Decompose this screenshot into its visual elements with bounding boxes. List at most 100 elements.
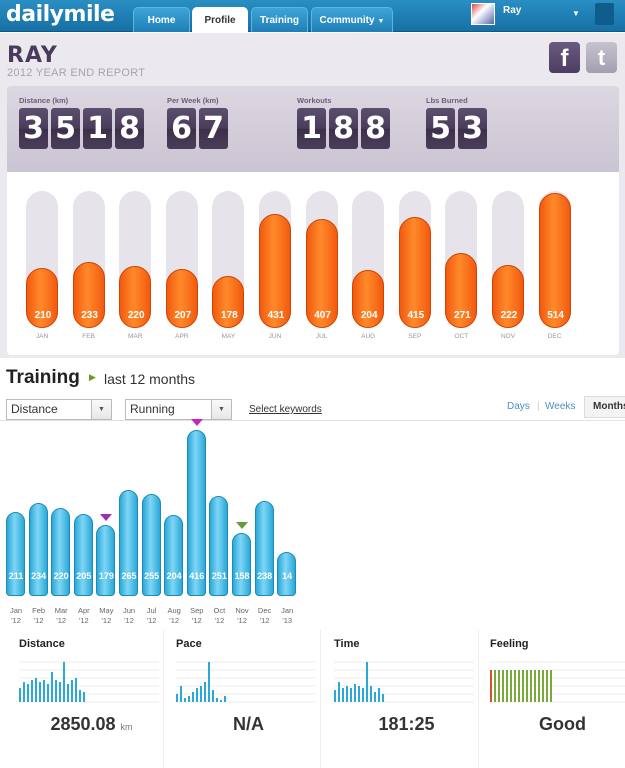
summary-card-pace[interactable]: Pace N/A [176, 630, 321, 768]
training-axis-label: Dec '12 [252, 606, 278, 626]
tab-training[interactable]: Training [251, 7, 308, 32]
training-bar-value: 416 [189, 571, 205, 581]
training-bar[interactable] [232, 532, 251, 596]
sparkline-bar [43, 680, 45, 702]
feeling-sparkline [490, 661, 625, 703]
sparkline-bar [79, 690, 81, 702]
user-name[interactable]: Ray [503, 5, 522, 16]
goal-marker-icon[interactable] [100, 513, 113, 521]
training-axis-label: Aug '12 [161, 606, 187, 626]
month-bar[interactable]: 415 [398, 217, 431, 328]
sparkline-bar [204, 682, 206, 702]
training-bar[interactable] [73, 514, 93, 596]
summary-card-time[interactable]: Time 181:25 [334, 630, 479, 768]
tab-community[interactable]: Community ▼ [311, 7, 393, 32]
training-month-label: Jul [146, 606, 157, 615]
range-months[interactable]: Months [584, 396, 625, 418]
metric-select[interactable]: Distance ▼ [6, 399, 112, 420]
range-days[interactable]: Days [507, 401, 530, 412]
chevron-down-icon: ▼ [377, 18, 385, 25]
month-label: SEP [408, 333, 422, 340]
counter-digit: 3 [19, 108, 48, 149]
training-bar-value: 265 [121, 571, 137, 581]
counter-digit: 7 [199, 108, 228, 149]
training-bar[interactable] [96, 524, 116, 596]
goal-marker-icon[interactable] [236, 521, 248, 529]
month-bar[interactable]: 178 [212, 276, 245, 328]
month-bar-value: 233 [81, 310, 98, 321]
month-track: 178 [212, 191, 245, 328]
tab-home-label: Home [147, 15, 176, 26]
select-keywords-link[interactable]: Select keywords [249, 404, 322, 415]
month-bar[interactable]: 271 [445, 253, 478, 328]
month-bar[interactable]: 222 [492, 265, 524, 328]
summary-pace-label: Pace [176, 638, 202, 650]
counter-digit: 5 [426, 108, 455, 149]
month-bar[interactable]: 514 [538, 193, 571, 328]
training-bar[interactable] [277, 552, 297, 596]
sparkline-bar [362, 688, 364, 702]
dailymile-logo[interactable]: dailymile [6, 2, 115, 27]
month-label: JAN [35, 333, 49, 340]
training-year-label: '12 [101, 616, 112, 625]
training-bar-value: 234 [31, 571, 47, 581]
sparkline-bar [216, 698, 218, 702]
month-label: AUG [361, 333, 376, 340]
month-bar-value: 271 [454, 310, 471, 321]
month-bar[interactable]: 207 [165, 268, 198, 328]
sparkline-bar [39, 682, 41, 702]
range-weeks[interactable]: Weeks [545, 401, 576, 412]
month-bar[interactable]: 407 [305, 219, 338, 328]
avatar[interactable] [471, 3, 495, 25]
month-track: 222 [492, 191, 524, 328]
user-menu-chevron-icon[interactable]: ▼ [572, 9, 580, 18]
metric-select-value: Distance [11, 402, 58, 416]
goal-marker-icon[interactable] [190, 419, 203, 426]
sparkline-bar [526, 670, 528, 702]
training-bar[interactable] [28, 502, 48, 596]
notifications-icon[interactable] [595, 3, 614, 25]
month-bar[interactable]: 233 [72, 262, 105, 328]
month-bar[interactable]: 220 [119, 265, 152, 328]
sparkline-bar [35, 678, 37, 702]
month-label: MAR [127, 333, 143, 340]
month-bar[interactable]: 431 [259, 213, 291, 328]
training-bar[interactable] [119, 490, 138, 596]
sparkline-bar [200, 686, 202, 702]
training-axis-label: Jun '12 [116, 606, 142, 626]
sparkline-bar [342, 688, 344, 702]
counter-digit: 6 [167, 108, 196, 149]
training-bar[interactable] [51, 508, 71, 596]
counter-digit: 8 [329, 108, 358, 149]
sparkline-bar [538, 670, 540, 702]
summary-feeling-label: Feeling [490, 638, 529, 650]
sparkline-bar [518, 670, 520, 702]
training-bar[interactable] [254, 501, 274, 596]
twitter-share-icon[interactable]: t [586, 42, 617, 73]
training-bar[interactable] [209, 495, 229, 596]
month-bar[interactable]: 210 [26, 268, 58, 328]
facebook-share-icon[interactable]: f [549, 42, 580, 73]
training-bar[interactable] [6, 511, 25, 596]
chevron-down-icon[interactable]: ▼ [91, 400, 111, 419]
activity-select[interactable]: Running ▼ [125, 399, 232, 420]
summary-card-feeling[interactable]: Feeling Good [490, 630, 625, 768]
sparkline-bar [506, 670, 508, 702]
tab-profile[interactable]: Profile [192, 7, 248, 32]
training-month-label: Mar [54, 606, 68, 615]
month-bar-value: 210 [34, 310, 52, 321]
summary-card-distance[interactable]: Distance 2850.08 km [19, 630, 164, 768]
training-month-label: Dec [257, 606, 272, 615]
summary-feeling-value: Good [539, 714, 586, 734]
chevron-down-icon[interactable]: ▼ [211, 400, 231, 419]
training-bar[interactable] [186, 430, 206, 596]
stat-workouts-label: Workouts [297, 96, 332, 105]
month-bar[interactable]: 204 [352, 269, 385, 328]
training-bar[interactable] [141, 494, 161, 596]
tab-home[interactable]: Home [133, 7, 190, 32]
sparkline-bar [514, 670, 516, 702]
training-bar[interactable] [164, 514, 184, 596]
summary-time-label: Time [334, 638, 360, 650]
pace-sparkline [176, 661, 316, 703]
